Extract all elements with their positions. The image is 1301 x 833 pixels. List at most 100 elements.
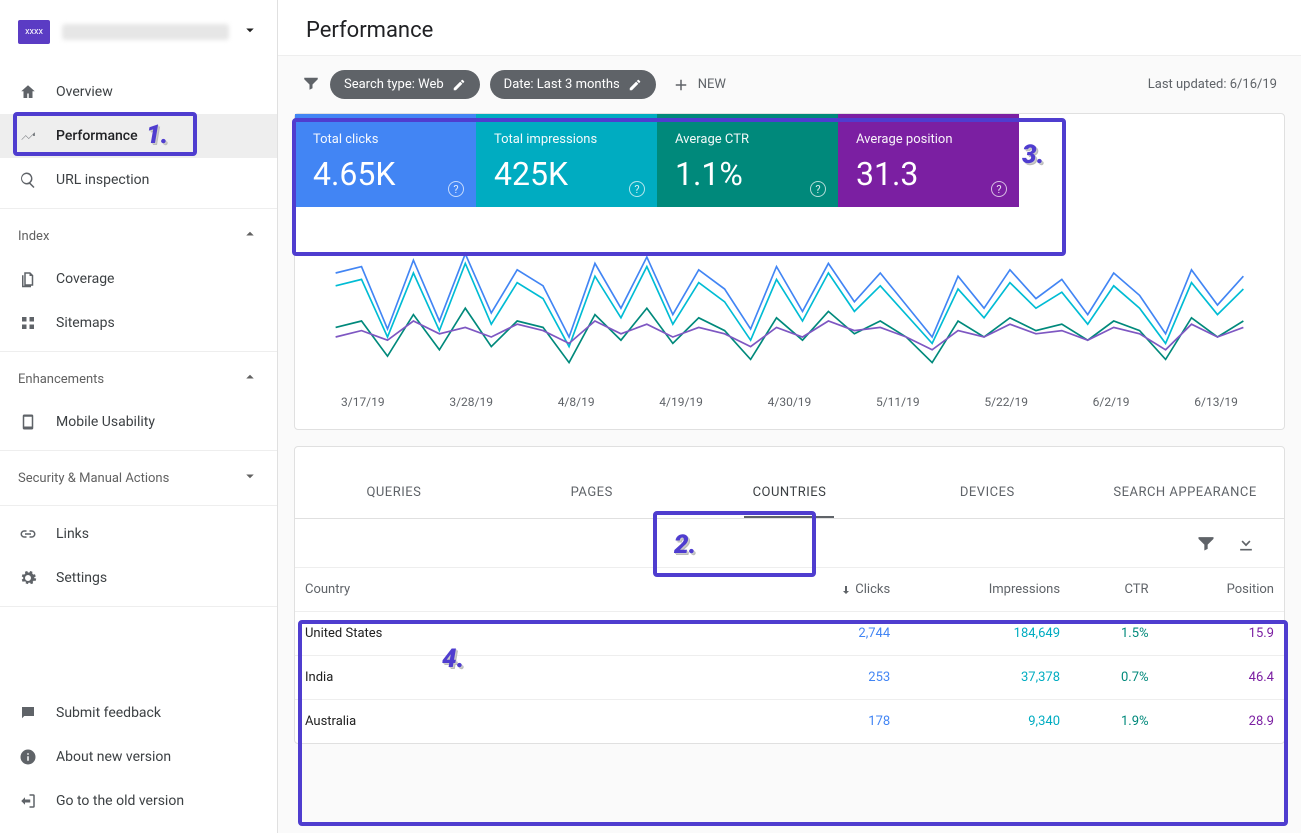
chip-date[interactable]: Date: Last 3 months: [490, 70, 656, 99]
sidebar-item-feedback[interactable]: Submit feedback: [0, 691, 277, 735]
sidebar-item-label: Submit feedback: [56, 705, 161, 721]
filter-bar: Search type: Web Date: Last 3 months NEW…: [278, 56, 1301, 113]
table-row[interactable]: India25337,3780.7%46.4: [295, 656, 1284, 700]
page-title: Performance: [306, 18, 1273, 43]
main-header: Performance: [278, 0, 1301, 56]
sidebar-item-about[interactable]: About new version: [0, 735, 277, 779]
chart-svg: [315, 225, 1264, 385]
chip-date-label: Date: Last 3 months: [504, 77, 620, 92]
tab-queries[interactable]: QUERIES: [295, 463, 493, 518]
edit-icon: [628, 78, 642, 92]
help-icon[interactable]: ?: [810, 181, 826, 197]
section-header[interactable]: Security & Manual Actions: [0, 457, 277, 499]
x-axis: 3/17/193/28/194/8/194/19/194/30/195/11/1…: [315, 389, 1264, 419]
table-filter-icon[interactable]: [1196, 533, 1216, 557]
sidebar-item-url-inspection[interactable]: URL inspection: [0, 158, 277, 202]
sidebar-item-performance[interactable]: Performance: [0, 114, 277, 158]
cell-clicks: 253: [770, 656, 900, 700]
section-label: Index: [18, 229, 49, 244]
sidebar-item-overview[interactable]: Overview: [0, 70, 277, 114]
sidebar-item-mobile[interactable]: Mobile Usability: [0, 400, 277, 444]
series-impressions: [336, 263, 1244, 346]
sidebar-item-label: Settings: [56, 570, 107, 586]
cell-country: United States: [295, 612, 770, 656]
country-table: Country ClicksImpressionsCTRPosition Uni…: [295, 567, 1284, 743]
chart-area: 3/17/193/28/194/8/194/19/194/30/195/11/1…: [295, 207, 1284, 429]
tab-devices[interactable]: DEVICES: [888, 463, 1086, 518]
chevron-icon: [241, 368, 259, 390]
site-logo: xxxx: [18, 20, 50, 44]
section-header[interactable]: Enhancements: [0, 358, 277, 400]
sidebar-item-label: Coverage: [56, 271, 114, 287]
x-label: 6/13/19: [1194, 395, 1238, 409]
edit-icon: [452, 78, 466, 92]
stat-0[interactable]: Total clicks 4.65K?: [295, 114, 476, 207]
x-label: 5/22/19: [984, 395, 1028, 409]
cell-ctr: 1.5%: [1070, 612, 1158, 656]
series-ctr: [336, 308, 1244, 362]
stat-2[interactable]: Average CTR1.1%?: [657, 114, 838, 207]
sidebar-item-label: Links: [56, 526, 89, 542]
navigation: Overview Performance URL inspection Index Co…: [0, 64, 277, 607]
table-card: QUERIESPAGESCOUNTRIESDEVICESSEARCH APPEA…: [294, 446, 1285, 744]
sidebar-item-links[interactable]: Links: [0, 512, 277, 556]
sidebar-item-settings[interactable]: Settings: [0, 556, 277, 600]
main: Performance Search type: Web Date: Last …: [278, 0, 1301, 833]
info-icon: [18, 747, 38, 767]
sidebar-item-label: Mobile Usability: [56, 414, 155, 430]
download-icon[interactable]: [1236, 533, 1256, 557]
search-icon: [18, 170, 38, 190]
stat-1[interactable]: Total impressions425K?: [476, 114, 657, 207]
stat-value: 425K: [494, 155, 639, 193]
site-url-blurred: [62, 24, 229, 40]
pages-icon: [18, 269, 38, 289]
table-row[interactable]: United States2,744184,6491.5%15.9: [295, 612, 1284, 656]
table-toolbar: [295, 519, 1284, 567]
sidebar: xxxx Overview Performance URL inspection In…: [0, 0, 278, 833]
sidebar-item-sitemaps[interactable]: Sitemaps: [0, 301, 277, 345]
tab-countries[interactable]: COUNTRIES: [691, 463, 889, 518]
filter-icon[interactable]: [302, 74, 320, 96]
cell-impressions: 9,340: [900, 700, 1070, 744]
cell-position: 46.4: [1159, 656, 1284, 700]
home-icon: [18, 82, 38, 102]
sidebar-item-label: URL inspection: [56, 172, 149, 188]
x-label: 3/17/19: [341, 395, 385, 409]
last-updated: Last updated: 6/16/19: [1148, 77, 1277, 92]
trend-icon: [18, 126, 38, 146]
stat-label: Total clicks: [313, 132, 458, 147]
cell-position: 15.9: [1159, 612, 1284, 656]
new-filter-button[interactable]: NEW: [672, 76, 726, 94]
cell-clicks: 2,744: [770, 612, 900, 656]
x-label: 4/19/19: [659, 395, 703, 409]
table-row[interactable]: Australia1789,3401.9%28.9: [295, 700, 1284, 744]
help-icon[interactable]: ?: [629, 181, 645, 197]
x-label: 3/28/19: [449, 395, 493, 409]
sidebar-item-old[interactable]: Go to the old version: [0, 779, 277, 823]
chip-search-type[interactable]: Search type: Web: [330, 70, 480, 99]
site-selector[interactable]: xxxx: [0, 0, 277, 64]
help-icon[interactable]: ?: [991, 181, 1007, 197]
col-clicks[interactable]: Clicks: [770, 568, 900, 612]
sidebar-item-label: Overview: [56, 84, 113, 100]
bottom-nav: Submit feedback About new version Go to th…: [0, 691, 277, 833]
stat-label: Average CTR: [675, 132, 820, 147]
col-impressions[interactable]: Impressions: [900, 568, 1070, 612]
cell-impressions: 37,378: [900, 656, 1070, 700]
cell-country: Australia: [295, 700, 770, 744]
sidebar-item-coverage[interactable]: Coverage: [0, 257, 277, 301]
help-icon[interactable]: ?: [448, 181, 464, 197]
col-position[interactable]: Position: [1159, 568, 1284, 612]
stat-value: 4.65K: [313, 155, 458, 193]
tab-pages[interactable]: PAGES: [493, 463, 691, 518]
sidebar-item-label: Performance: [56, 128, 138, 144]
section-header[interactable]: Index: [0, 215, 277, 257]
stat-value: 31.3: [856, 155, 1001, 193]
sitemap-icon: [18, 313, 38, 333]
col-country[interactable]: Country: [295, 568, 770, 612]
sidebar-item-label: About new version: [56, 749, 171, 765]
cell-impressions: 184,649: [900, 612, 1070, 656]
stat-3[interactable]: Average position31.3?: [838, 114, 1019, 207]
tab-search-appearance[interactable]: SEARCH APPEARANCE: [1086, 463, 1284, 518]
col-ctr[interactable]: CTR: [1070, 568, 1158, 612]
